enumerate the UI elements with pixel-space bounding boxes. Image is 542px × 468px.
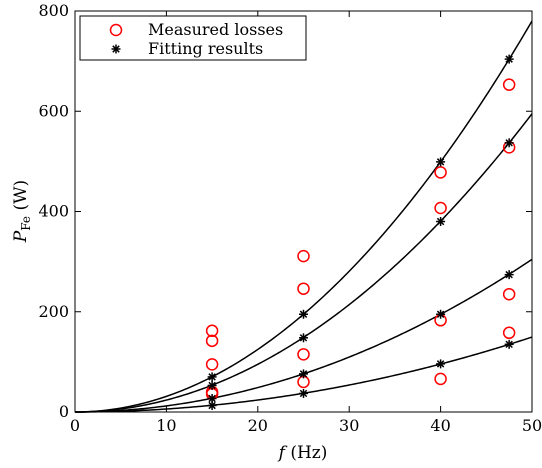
measured-point [205, 358, 219, 371]
legend-circle-marker [109, 23, 123, 37]
y-tick-label: 0 [59, 402, 69, 421]
legend-label-fitting: Fitting results [148, 39, 263, 58]
fitted-point [436, 217, 446, 227]
axis-ticks: 0 10 20 30 40 50 0 200 400 600 800 [38, 1, 542, 435]
fitted-point [504, 54, 514, 64]
fitted-point [299, 369, 308, 379]
measured-point [434, 166, 447, 179]
fitted-point [436, 359, 446, 369]
y-tick-label: 800 [38, 1, 69, 20]
fit-curve-2 [74, 113, 533, 413]
x-tick-label: 30 [339, 416, 359, 435]
fitted-point [436, 157, 446, 167]
measured-point [502, 326, 516, 340]
fitted-point [299, 333, 308, 343]
plot-area [74, 20, 533, 413]
y-axis-label: PFe (W) [11, 180, 33, 243]
measured-point [297, 249, 310, 263]
fitted-point [207, 372, 217, 382]
measured-point [434, 372, 447, 386]
x-tick-label: 20 [248, 416, 268, 435]
measured-point [434, 201, 447, 215]
fit-curve-1 [74, 20, 533, 413]
measured-point [502, 287, 516, 301]
measured-point [205, 334, 219, 348]
measured-point [297, 348, 310, 361]
y-tick-label: 400 [38, 202, 69, 221]
fitted-point [299, 309, 308, 319]
y-tick-label: 600 [38, 101, 69, 120]
legend: Measured losses Fitting results [79, 15, 307, 61]
fitted-point [207, 380, 217, 390]
x-tick-label: 0 [70, 416, 80, 435]
fitted-point [207, 400, 217, 410]
x-axis-label-variable: f [277, 443, 288, 463]
x-tick-label: 40 [430, 416, 450, 435]
fitted-point [299, 388, 308, 398]
x-axis-label: f (Hz) [277, 443, 328, 463]
x-axis-label-unit: (Hz) [285, 443, 327, 463]
fitted-point [504, 138, 514, 148]
x-tick-label: 10 [156, 416, 176, 435]
legend-asterisk-marker [111, 44, 121, 54]
y-tick-label: 200 [38, 302, 69, 321]
x-tick-label: 50 [522, 416, 542, 435]
measured-point [297, 282, 310, 295]
legend-asterisk-glyph [111, 44, 121, 54]
y-axis-label-unit: (W) [11, 180, 31, 216]
axes-frame [74, 10, 533, 413]
measured-point [205, 324, 219, 338]
y-axis-label-subscript: Fe [19, 216, 33, 231]
legend-label-measured: Measured losses [148, 20, 283, 39]
y-axis-label-symbol: P [11, 230, 31, 243]
legend-box [79, 15, 307, 61]
fitted-point [504, 270, 514, 280]
fitted-point [504, 339, 514, 349]
measured-point [502, 78, 516, 91]
fitted-point [436, 309, 446, 319]
